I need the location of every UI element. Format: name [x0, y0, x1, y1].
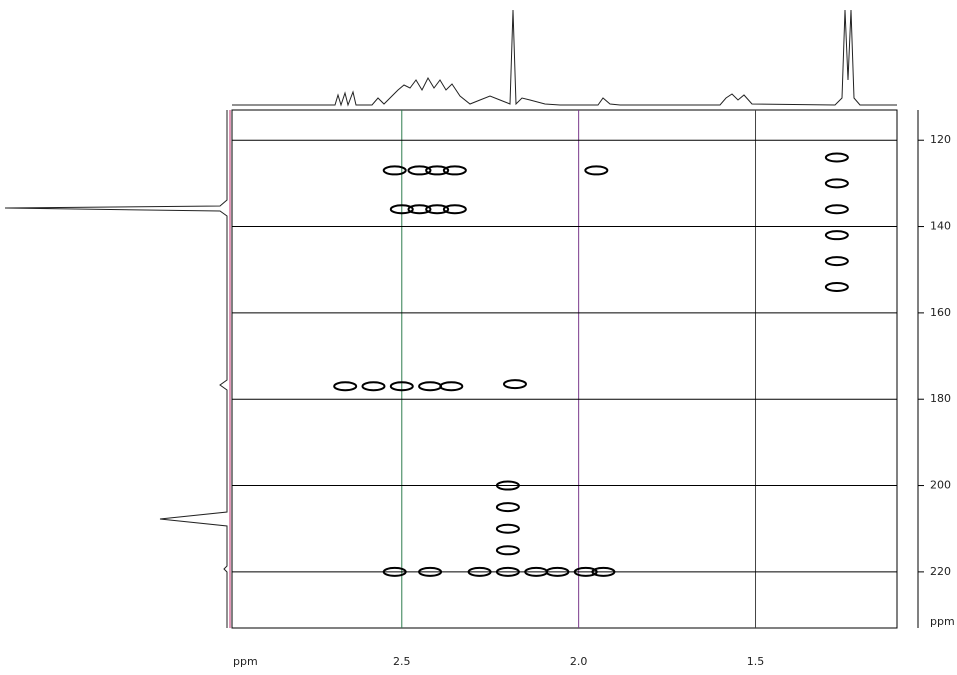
- y-tick-label: 220: [930, 565, 951, 578]
- cross-peak: [591, 566, 616, 577]
- cross-peak: [502, 379, 527, 390]
- x-axis-label: ppm: [233, 655, 258, 668]
- cross-peak: [418, 566, 443, 577]
- cross-peak: [407, 165, 432, 176]
- cross-peak: [545, 566, 570, 577]
- cross-peak: [495, 502, 520, 513]
- cross-peak: [442, 204, 467, 215]
- cross-peak: [495, 566, 520, 577]
- cross-peak: [824, 256, 849, 267]
- cross-peak: [824, 204, 849, 215]
- cross-peak: [824, 178, 849, 189]
- x-tick-label: 2.0: [570, 655, 588, 668]
- y-tick-label: 120: [930, 133, 951, 146]
- cross-peak: [467, 566, 492, 577]
- cross-peak: [361, 381, 386, 392]
- cross-peak: [333, 381, 358, 392]
- cross-peak: [824, 152, 849, 163]
- cross-peak: [407, 204, 432, 215]
- cross-peak: [584, 165, 609, 176]
- y-tick-label: 180: [930, 392, 951, 405]
- cross-peak: [382, 165, 407, 176]
- cross-peak: [495, 523, 520, 534]
- cross-peak: [418, 381, 443, 392]
- cross-peak: [824, 230, 849, 241]
- cross-peak: [442, 165, 467, 176]
- y-axis-label: ppm: [930, 615, 955, 628]
- cross-peak: [824, 281, 849, 292]
- top-projection: [232, 9, 897, 107]
- y-tick-label: 160: [930, 306, 951, 319]
- plot-frame: [231, 109, 898, 629]
- cross-peak: [425, 204, 450, 215]
- cross-peak: [389, 381, 414, 392]
- left-projection: [4, 110, 228, 628]
- x-tick-label: 2.5: [393, 655, 411, 668]
- cross-peak: [382, 566, 407, 577]
- cross-peak: [425, 165, 450, 176]
- cross-peak: [439, 381, 464, 392]
- cross-peak: [573, 566, 598, 577]
- cross-peak: [389, 204, 414, 215]
- y-tick-label: 200: [930, 479, 951, 492]
- cross-peak: [495, 480, 520, 491]
- x-tick-label: 1.5: [747, 655, 765, 668]
- y-tick-label: 140: [930, 220, 951, 233]
- cross-peak: [495, 545, 520, 556]
